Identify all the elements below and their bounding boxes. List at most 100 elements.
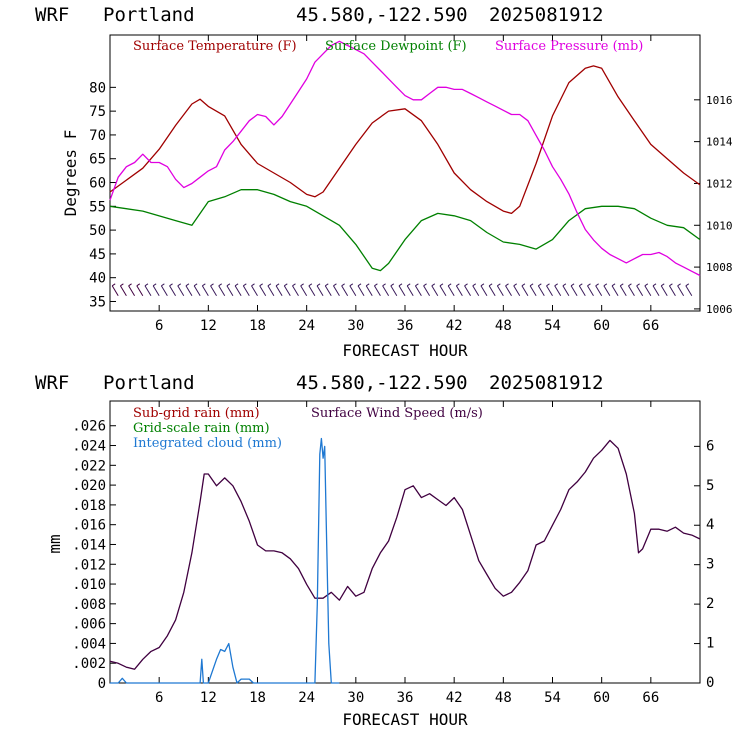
- y-left-tick-label: .006: [72, 617, 106, 633]
- wind-barb: [300, 283, 308, 297]
- wind-barb: [242, 283, 250, 297]
- y-left-tick-label: .018: [72, 498, 106, 514]
- wind-barb: [201, 283, 209, 297]
- chart2-series-group: [109, 437, 701, 684]
- y-right-tick-label: 1012: [706, 177, 733, 190]
- legend-sub-grid-rain: Sub-grid rain (mm): [133, 406, 260, 421]
- wind-barb: [439, 283, 447, 297]
- x-tick-label: 24: [298, 318, 315, 334]
- y-right-tick-label: 4: [706, 517, 714, 533]
- wind-barb: [423, 283, 431, 297]
- chart2-header-site: Portland: [103, 372, 195, 394]
- wind-barb: [259, 283, 267, 297]
- y-left-tick-label: .024: [72, 439, 106, 455]
- series-line-surface-pressure-mb: [109, 40, 701, 277]
- wind-barb: [505, 283, 512, 297]
- y-right-tick-label: 1010: [706, 219, 733, 232]
- wind-barb: [587, 283, 594, 297]
- chart2-header-coords: 45.580,-122.590: [296, 372, 468, 394]
- wind-barb: [496, 283, 504, 297]
- wind-barb: [570, 283, 578, 297]
- wind-barb: [406, 283, 414, 297]
- wind-barb: [619, 283, 627, 297]
- wind-barb: [193, 283, 201, 297]
- wind-barb: [455, 283, 463, 297]
- chart2-x-axis: 6 12 18 24 30 36 42 48 54 60 66: [155, 401, 659, 706]
- x-tick-label: 24: [298, 690, 315, 706]
- wind-barb: [644, 283, 652, 297]
- x-tick-label: 6: [155, 318, 163, 334]
- wind-barb: [521, 283, 529, 297]
- wind-barb: [546, 283, 553, 297]
- wind-barb: [218, 283, 226, 297]
- wind-barb: [152, 283, 160, 297]
- chart1-header-site: Portland: [103, 4, 195, 26]
- y-left-tick-label: 75: [89, 104, 106, 120]
- wind-barb: [136, 283, 144, 297]
- y-right-tick-label: 1: [706, 636, 714, 652]
- wind-barb: [480, 283, 488, 297]
- x-tick-label: 12: [200, 690, 217, 706]
- legend-surface-pressure: Surface Pressure (mb): [495, 39, 643, 54]
- wind-barb: [636, 283, 644, 297]
- chart1-y-axis-left: 35 40 45 50 55 60 65 70 75 80: [89, 80, 116, 310]
- x-tick-label: 18: [249, 318, 266, 334]
- chart1-header-model: WRF: [35, 4, 69, 26]
- wind-barb: [562, 283, 570, 297]
- y-left-tick-label: .014: [72, 537, 106, 553]
- wind-barb: [414, 283, 422, 297]
- wind-barb: [226, 283, 234, 297]
- x-tick-label: 60: [593, 690, 610, 706]
- y-left-tick-label: .016: [72, 518, 106, 534]
- y-left-tick-label: .022: [72, 458, 106, 474]
- wind-barb: [628, 283, 635, 297]
- chart1-plot-frame: [109, 34, 701, 312]
- wind-barb: [578, 283, 586, 297]
- wind-barb: [554, 283, 562, 297]
- y-left-tick-label: .020: [72, 478, 106, 494]
- y-left-tick-label: 50: [89, 223, 106, 239]
- chart2-y-axis-left: 0 .002 .004 .006 .008 .010 .012 .014 .016 .018 .02…: [72, 419, 116, 692]
- x-tick-label: 48: [495, 690, 512, 706]
- x-tick-label: 60: [593, 318, 610, 334]
- y-left-tick-label: 70: [89, 128, 106, 144]
- wind-barb: [431, 283, 439, 297]
- wind-barb: [464, 283, 471, 297]
- chart2-x-label: FORECAST HOUR: [342, 710, 468, 729]
- y-right-tick-label: 1008: [706, 261, 733, 274]
- wind-barb: [668, 283, 676, 297]
- legend-integrated-cloud: Integrated cloud (mm): [133, 436, 282, 451]
- wind-barb: [185, 283, 193, 297]
- wind-barb: [119, 283, 127, 297]
- wind-barb: [472, 283, 480, 297]
- y-left-tick-label: 45: [89, 247, 106, 263]
- wind-barb: [660, 283, 668, 297]
- y-left-tick-label: .008: [72, 597, 106, 613]
- series-line-surface-temperature-f: [109, 65, 701, 215]
- wind-barb: [324, 283, 332, 297]
- wind-barb: [275, 283, 283, 297]
- wind-barb: [595, 283, 603, 297]
- y-right-tick-label: 1016: [706, 94, 733, 107]
- wind-barb: [349, 283, 357, 297]
- y-left-tick-label: 40: [89, 271, 106, 287]
- wind-barb: [316, 283, 324, 297]
- y-left-tick-label: .012: [72, 557, 106, 573]
- x-tick-label: 6: [155, 690, 163, 706]
- wind-barb: [603, 283, 611, 297]
- legend-surface-dewpoint: Surface Dewpoint (F): [325, 39, 467, 54]
- x-tick-label: 30: [347, 690, 364, 706]
- wind-barb: [447, 283, 455, 297]
- x-tick-label: 42: [446, 318, 463, 334]
- wind-barb: [513, 283, 521, 297]
- y-right-tick-label: 1014: [706, 136, 733, 149]
- y-right-tick-label: 2: [706, 596, 714, 612]
- wind-barb: [488, 283, 496, 297]
- y-left-tick-label: .002: [72, 656, 106, 672]
- wind-barb: [611, 283, 619, 297]
- y-right-tick-label: 0: [706, 675, 714, 691]
- wind-barb: [398, 283, 406, 297]
- wind-barb: [357, 283, 365, 297]
- wind-barb: [283, 283, 291, 297]
